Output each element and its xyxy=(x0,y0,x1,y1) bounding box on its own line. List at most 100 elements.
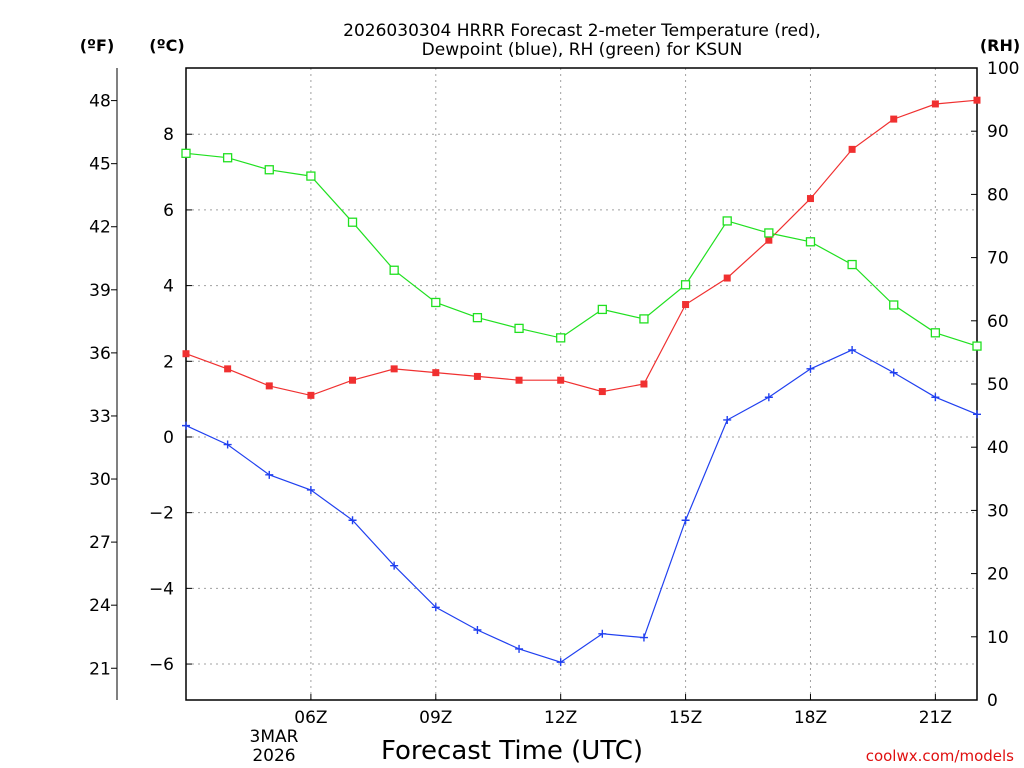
plot-frame xyxy=(185,67,978,701)
dewpoint-point xyxy=(598,629,607,638)
celsius-tick-label: 2 xyxy=(163,352,174,372)
x-tick-label: 12Z xyxy=(544,708,577,728)
temperature-point xyxy=(598,388,606,396)
rh-unit-label: (RH) xyxy=(980,36,1020,55)
dewpoint-point xyxy=(848,345,857,354)
x-tick-label: 15Z xyxy=(669,708,702,728)
rh-tick-label: 50 xyxy=(987,375,1009,395)
fahrenheit-tick-label: 24 xyxy=(89,596,111,616)
celsius-tick-label: 6 xyxy=(163,201,174,221)
dewpoint-point xyxy=(182,421,190,430)
fahrenheit-tick-label: 48 xyxy=(89,92,111,112)
temperature-point xyxy=(265,382,273,390)
fahrenheit-tick-label: 42 xyxy=(89,218,111,238)
rh-point xyxy=(680,280,691,290)
rh-tick-label: 10 xyxy=(987,628,1009,648)
x-tick-label: 18Z xyxy=(794,708,827,728)
temperature-point xyxy=(307,391,315,399)
x-tick-label: 21Z xyxy=(919,708,952,728)
rh-tick-label: 60 xyxy=(987,312,1009,332)
dewpoint-point xyxy=(515,644,524,653)
rh-point xyxy=(306,171,316,181)
rh-point xyxy=(389,265,399,275)
series-layer xyxy=(181,96,982,667)
temperature-point xyxy=(224,365,232,373)
dewpoint-point xyxy=(473,625,482,634)
rh-point xyxy=(597,304,607,315)
rh-tick-label: 80 xyxy=(987,185,1009,205)
temperature-point xyxy=(973,96,981,104)
rh-point xyxy=(847,259,857,270)
fahrenheit-axis: 48 45 42 39 36 33 30 27 24 21 xyxy=(89,68,118,700)
celsius-tick-label: −4 xyxy=(149,579,174,599)
date-label-day: 3MAR xyxy=(250,727,299,747)
chart-title-line1: 2026030304 HRRR Forecast 2-meter Tempera… xyxy=(343,21,821,41)
dewpoint-point xyxy=(973,410,981,419)
chart-title-line2: Dewpoint (blue), RH (green) for KSUN xyxy=(422,40,743,60)
celsius-axis: 8 6 4 2 0 −2 −4 −6 xyxy=(149,125,192,675)
rh-point xyxy=(764,228,774,238)
temperature-line xyxy=(185,99,978,397)
celsius-tick-label: 0 xyxy=(163,428,174,448)
fahrenheit-tick-label: 45 xyxy=(89,155,111,175)
dewpoint-point xyxy=(806,364,815,373)
dewpoint-point xyxy=(265,470,274,479)
rh-point xyxy=(514,323,524,334)
temperature-point xyxy=(806,195,814,203)
rh-tick-label: 100 xyxy=(987,59,1019,79)
rh-point xyxy=(222,153,233,163)
dewpoint-point xyxy=(556,658,565,667)
rh-line xyxy=(185,152,978,347)
temperature-point xyxy=(765,236,773,244)
dewpoint-point xyxy=(223,440,232,449)
rh-point xyxy=(556,333,566,343)
dewpoint-point xyxy=(639,633,648,642)
rh-point xyxy=(431,297,441,308)
fahrenheit-tick-label: 39 xyxy=(89,281,111,301)
rh-tick-label: 0 xyxy=(987,691,998,711)
celsius-tick-label: 4 xyxy=(163,277,174,297)
rh-point xyxy=(264,165,274,175)
fahrenheit-tick-label: 33 xyxy=(89,407,111,427)
dewpoint-point xyxy=(390,561,399,570)
fahrenheit-tick-label: 36 xyxy=(89,344,111,364)
dewpoint-point xyxy=(306,485,315,494)
rh-point xyxy=(722,216,732,226)
temperature-point xyxy=(432,369,440,377)
fahrenheit-tick-label: 30 xyxy=(89,470,111,490)
gridlines xyxy=(186,68,977,700)
temperature-point xyxy=(349,376,357,384)
dewpoint-point xyxy=(889,368,898,377)
temperature-point xyxy=(682,301,690,309)
rh-point xyxy=(639,314,649,324)
celsius-unit-label: (ºC) xyxy=(149,36,184,55)
temperature-point xyxy=(390,365,398,373)
x-axis: 06Z 09Z 12Z 15Z 18Z 21Z xyxy=(294,694,952,728)
rh-point xyxy=(805,237,816,247)
fahrenheit-unit-label: (ºF) xyxy=(80,36,115,55)
temperature-point xyxy=(890,115,898,123)
rh-point xyxy=(972,341,982,351)
rh-point xyxy=(889,300,899,310)
celsius-tick-label: −2 xyxy=(149,504,174,524)
temperature-point xyxy=(640,380,648,388)
temperature-point xyxy=(557,376,565,384)
dewpoint-point xyxy=(723,415,732,424)
rh-point xyxy=(181,148,191,158)
date-label-year: 2026 xyxy=(252,746,295,766)
dewpoint-point xyxy=(681,516,690,525)
x-tick-label: 06Z xyxy=(294,708,327,728)
x-tick-label: 09Z xyxy=(419,708,452,728)
dewpoint-point xyxy=(931,393,940,402)
temperature-point xyxy=(848,145,856,153)
temperature-point xyxy=(723,274,731,282)
temperature-point xyxy=(473,372,481,380)
dewpoint-point xyxy=(764,393,773,402)
celsius-tick-label: 8 xyxy=(163,125,174,145)
dewpoint-point xyxy=(348,516,357,525)
dewpoint-line xyxy=(185,349,978,663)
x-axis-title: Forecast Time (UTC) xyxy=(381,736,643,766)
credit-text: coolwx.com/models xyxy=(866,747,1014,765)
